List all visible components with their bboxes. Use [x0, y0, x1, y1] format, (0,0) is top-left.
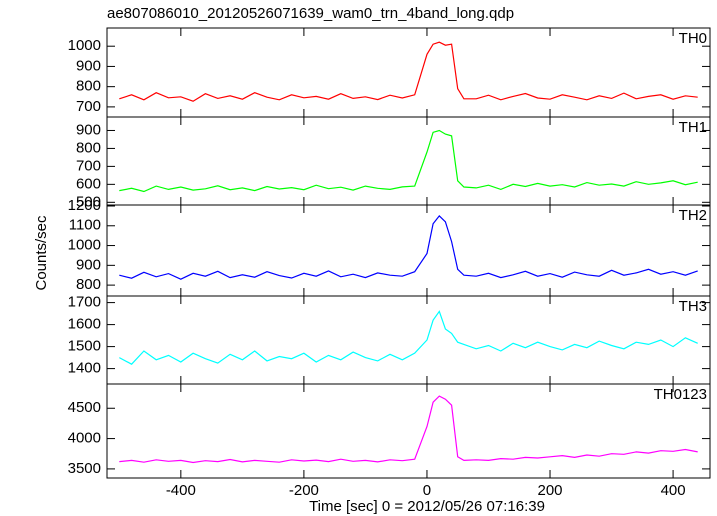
x-tick-label: 0 — [423, 482, 431, 499]
y-tick-label: 1700 — [68, 294, 101, 311]
panel-frame — [106, 204, 711, 297]
panel-label: TH0 — [679, 30, 707, 47]
light-curve — [119, 129, 698, 193]
y-axis-label: Counts/sec — [33, 215, 50, 291]
panel-label: TH2 — [679, 207, 707, 224]
chart-title: ae807086010_20120526071639_wam0_trn_4ban… — [107, 5, 514, 22]
panel-frame — [106, 383, 711, 479]
y-tick-label: 600 — [76, 175, 101, 192]
panel-frame — [106, 295, 711, 385]
y-tick-label: 1200 — [68, 197, 101, 214]
panel-label: TH0123 — [654, 386, 707, 403]
y-tick-label: 4000 — [68, 430, 101, 447]
x-tick-label: 400 — [661, 482, 686, 499]
x-tick-label: -200 — [289, 482, 319, 499]
y-tick-label: 900 — [76, 57, 101, 74]
y-tick-label: 1500 — [68, 338, 101, 355]
y-tick-label: 1600 — [68, 316, 101, 333]
y-tick-label: 700 — [76, 98, 101, 115]
y-tick-label: 900 — [76, 256, 101, 273]
light-curve — [119, 395, 698, 464]
y-tick-label: 1400 — [68, 360, 101, 377]
y-tick-label: 800 — [76, 78, 101, 95]
panel-label: TH3 — [679, 298, 707, 315]
y-tick-label: 800 — [76, 139, 101, 156]
panel-label: TH1 — [679, 119, 707, 136]
x-axis-label: Time [sec] 0 = 2012/05/26 07:16:39 — [309, 498, 545, 515]
y-tick-label: 700 — [76, 157, 101, 174]
x-tick-label: 200 — [538, 482, 563, 499]
y-tick-label: 1100 — [69, 217, 101, 234]
y-tick-label: 3500 — [68, 460, 101, 477]
light-curve — [119, 41, 698, 102]
y-tick-label: 4500 — [68, 399, 101, 416]
x-tick-label: -400 — [166, 482, 196, 499]
y-tick-label: 500 — [76, 193, 101, 210]
y-tick-label: 800 — [76, 276, 101, 293]
y-tick-label: 900 — [76, 121, 101, 138]
panel-frame — [106, 27, 711, 118]
panel-frame — [106, 116, 711, 206]
light-curve — [119, 215, 698, 280]
light-curve — [119, 310, 698, 365]
y-tick-label: 1000 — [68, 37, 101, 54]
y-tick-label: 1000 — [68, 237, 101, 254]
